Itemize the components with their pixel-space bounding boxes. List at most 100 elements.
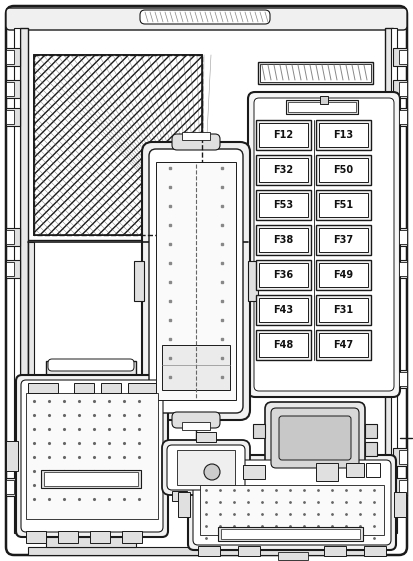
Text: F36: F36	[273, 270, 294, 280]
Bar	[46, 361, 136, 377]
Text: F47: F47	[333, 340, 354, 350]
FancyBboxPatch shape	[149, 149, 243, 413]
Bar	[6, 441, 18, 471]
Bar	[172, 491, 187, 501]
Bar	[156, 162, 236, 400]
Bar	[26, 531, 46, 543]
Bar	[20, 28, 28, 533]
Text: F12: F12	[273, 130, 294, 140]
Bar	[26, 393, 158, 519]
FancyBboxPatch shape	[142, 142, 250, 420]
Bar	[393, 48, 407, 66]
Bar	[319, 123, 368, 147]
Text: F53: F53	[273, 200, 294, 210]
Bar	[256, 225, 311, 255]
Bar	[319, 263, 368, 287]
Bar	[316, 463, 338, 481]
Bar	[256, 190, 311, 220]
Bar	[393, 80, 407, 98]
Bar	[6, 110, 14, 124]
Bar	[259, 158, 308, 182]
Circle shape	[204, 464, 220, 480]
Bar	[101, 383, 121, 393]
Bar	[6, 230, 14, 244]
FancyBboxPatch shape	[167, 445, 245, 490]
Bar	[316, 120, 371, 150]
Bar	[238, 546, 260, 556]
Bar	[44, 472, 138, 486]
Bar	[182, 422, 210, 430]
Bar	[399, 262, 407, 276]
Bar	[90, 531, 110, 543]
Bar	[6, 480, 14, 494]
FancyBboxPatch shape	[21, 380, 163, 532]
Bar	[178, 492, 190, 517]
FancyBboxPatch shape	[162, 440, 250, 495]
Bar	[399, 480, 407, 494]
Bar	[34, 55, 202, 235]
Bar	[243, 465, 265, 479]
Bar	[319, 333, 368, 357]
Bar	[259, 193, 308, 217]
Bar	[162, 345, 230, 390]
FancyBboxPatch shape	[254, 98, 394, 391]
Bar	[288, 102, 356, 112]
FancyBboxPatch shape	[265, 402, 365, 474]
Bar	[122, 531, 142, 543]
Bar	[364, 546, 386, 556]
Text: F13: F13	[333, 130, 354, 140]
FancyBboxPatch shape	[279, 416, 351, 460]
Bar	[324, 546, 346, 556]
Bar	[259, 228, 308, 252]
Bar	[399, 230, 407, 244]
Bar	[196, 432, 216, 442]
FancyBboxPatch shape	[48, 359, 134, 371]
Bar	[399, 372, 407, 386]
Bar	[6, 448, 20, 466]
Bar	[58, 531, 78, 543]
Bar	[177, 450, 235, 485]
Text: F31: F31	[333, 305, 354, 315]
Bar	[6, 82, 14, 96]
FancyBboxPatch shape	[6, 8, 407, 30]
FancyBboxPatch shape	[188, 455, 396, 550]
FancyBboxPatch shape	[193, 460, 391, 545]
Bar	[393, 108, 407, 126]
Bar	[393, 228, 407, 246]
Bar	[258, 62, 373, 84]
Bar	[74, 383, 94, 393]
Bar	[6, 228, 20, 246]
Text: F37: F37	[333, 235, 354, 245]
Bar	[393, 370, 407, 388]
Bar	[256, 155, 311, 185]
Bar	[200, 485, 384, 535]
Bar	[346, 463, 364, 477]
Bar	[6, 260, 20, 278]
Bar	[200, 463, 225, 481]
Bar	[6, 450, 14, 464]
Bar	[393, 260, 407, 278]
Bar	[394, 492, 406, 517]
Bar	[225, 491, 240, 501]
Bar	[128, 383, 156, 393]
Bar	[41, 470, 141, 488]
Bar	[253, 424, 265, 438]
Bar	[316, 330, 371, 360]
Bar	[319, 228, 368, 252]
Bar	[28, 242, 34, 382]
Bar	[319, 158, 368, 182]
Bar	[399, 110, 407, 124]
Bar	[6, 80, 20, 98]
FancyBboxPatch shape	[271, 408, 359, 468]
Text: F51: F51	[333, 200, 354, 210]
Bar	[316, 260, 371, 290]
Bar	[28, 383, 58, 393]
Bar	[286, 100, 358, 114]
Bar	[218, 527, 363, 541]
FancyBboxPatch shape	[16, 375, 168, 537]
Text: F49: F49	[333, 270, 354, 280]
Bar	[316, 155, 371, 185]
Bar	[365, 424, 377, 438]
Bar	[6, 50, 14, 64]
Text: F48: F48	[273, 340, 294, 350]
